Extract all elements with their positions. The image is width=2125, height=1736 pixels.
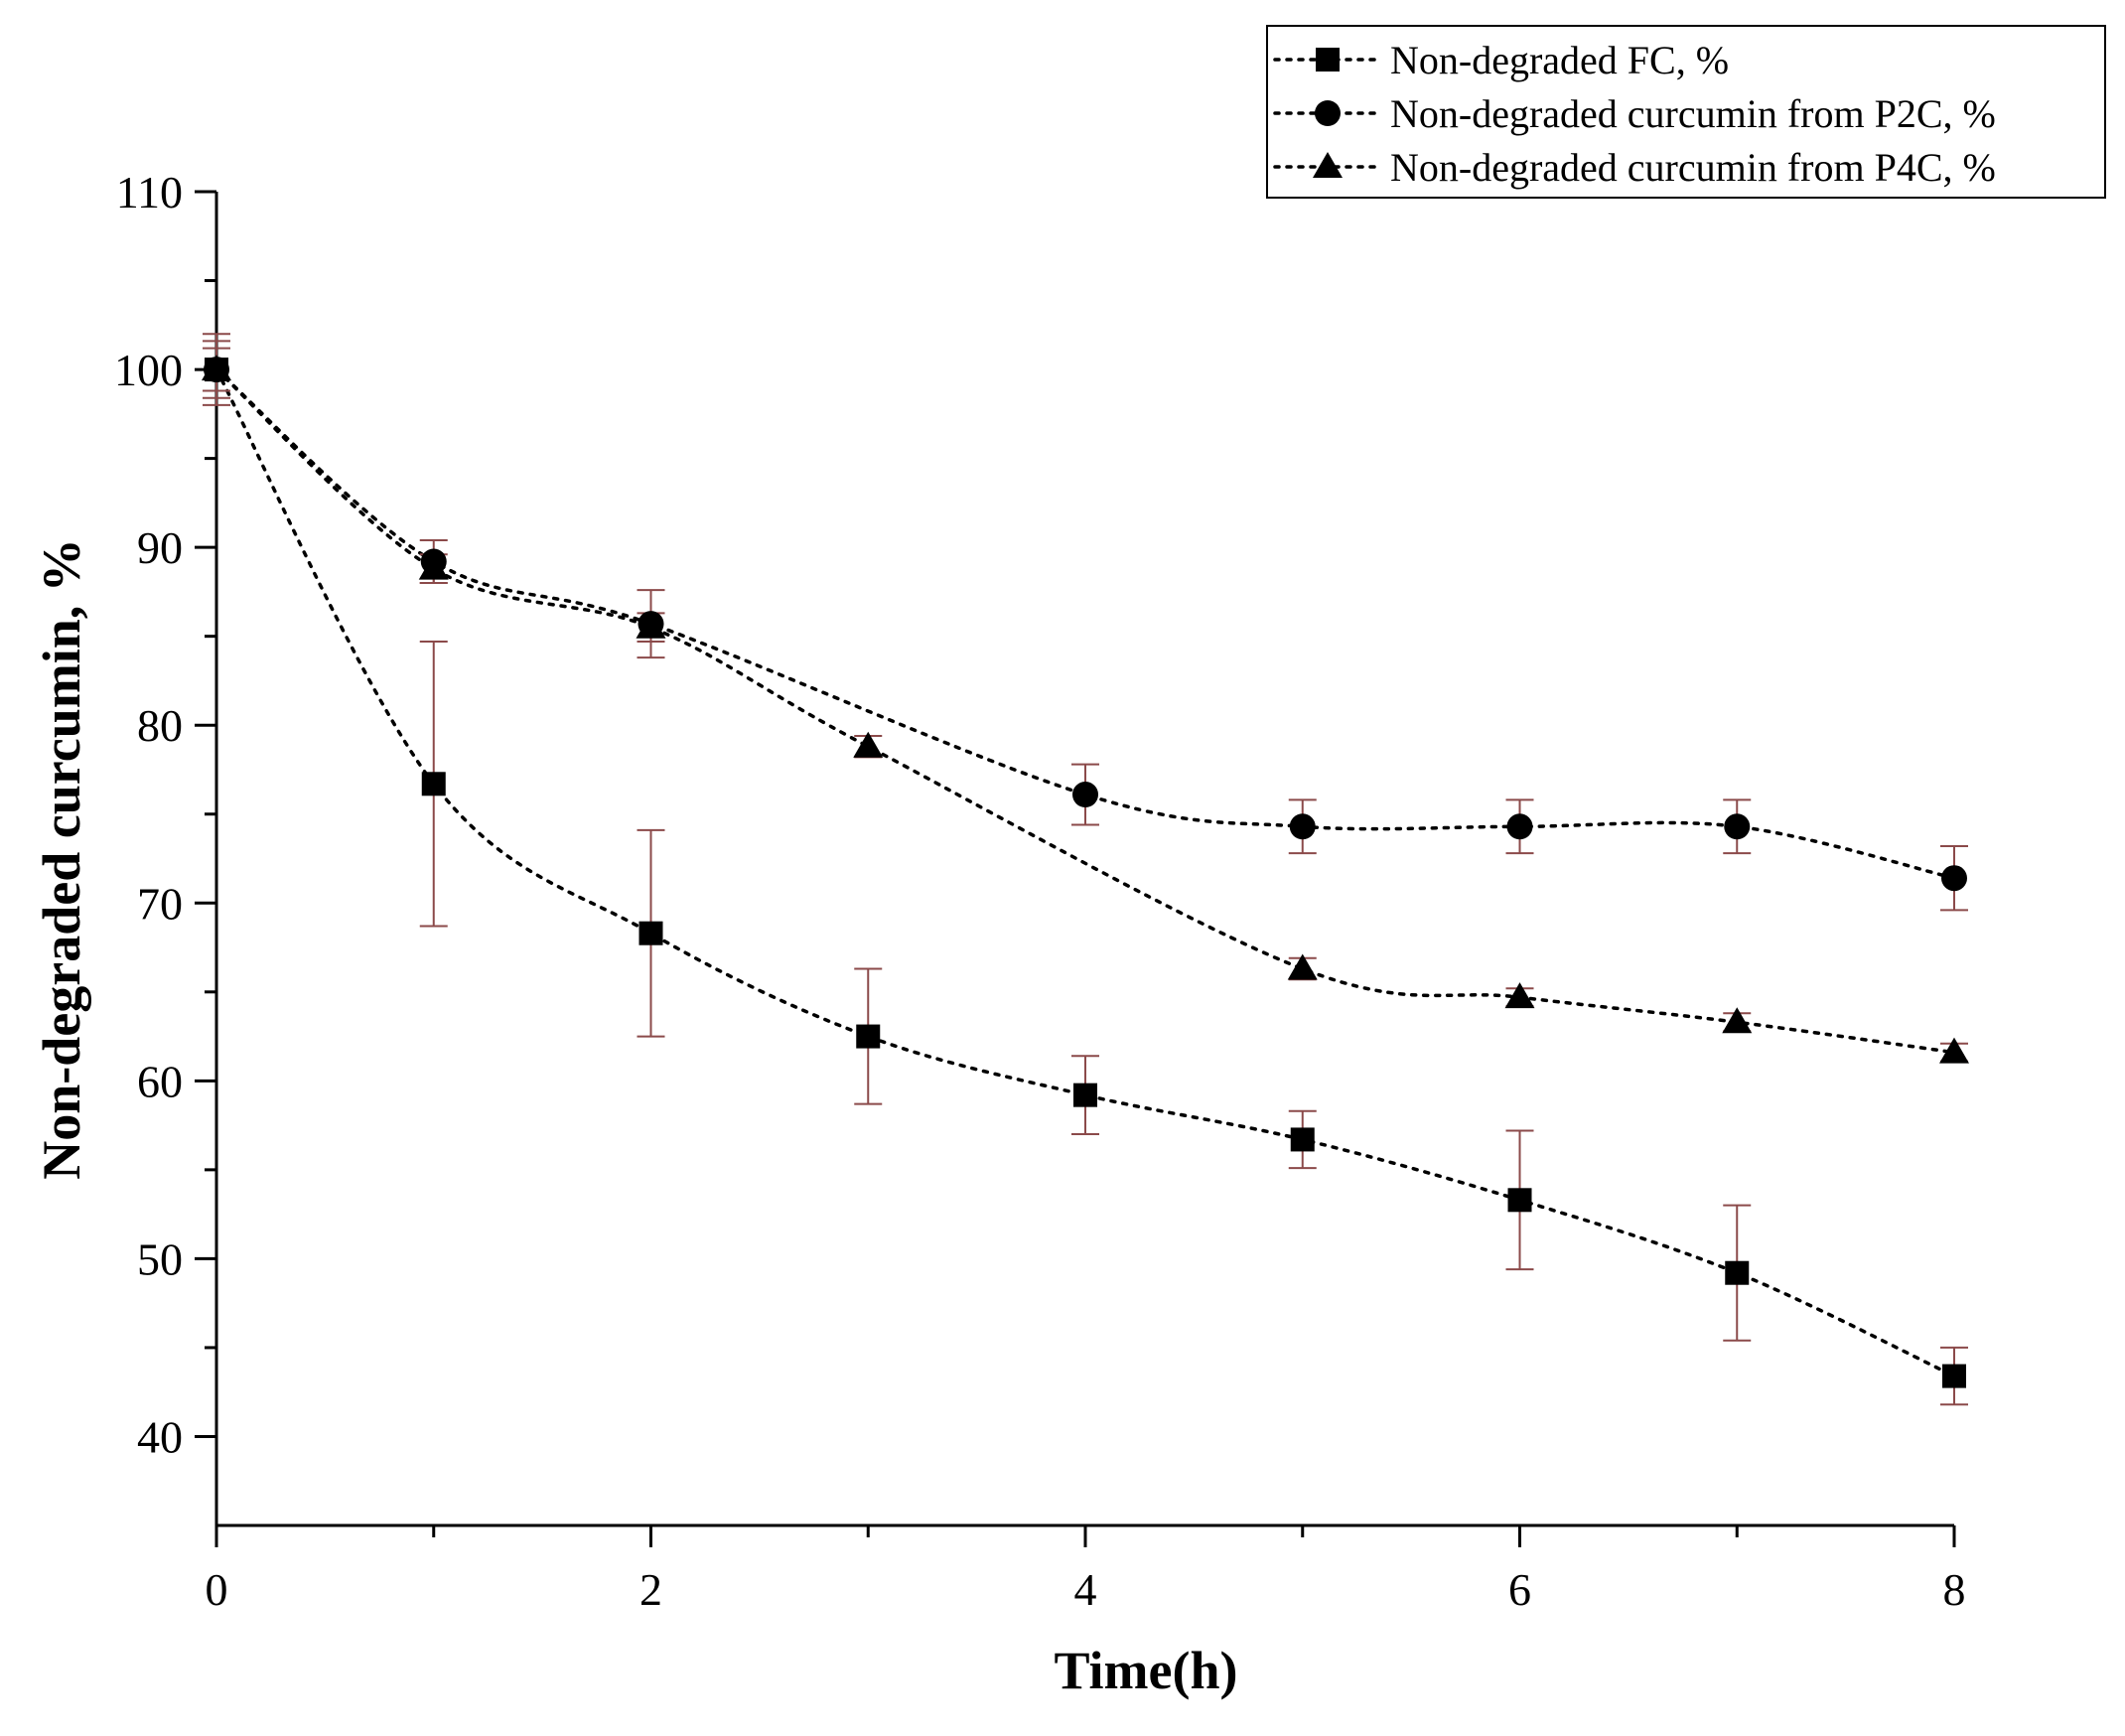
legend-marker-triangle — [1313, 152, 1343, 178]
data-point-triangle — [1722, 1007, 1753, 1034]
error-bars — [203, 333, 1968, 1406]
y-axis-title: Non-degraded curcumin, % — [32, 538, 91, 1180]
data-point-triangle — [202, 355, 231, 381]
legend-label-1: Non-degraded FC, % — [1390, 38, 1729, 82]
data-point-triangle — [1939, 1037, 1969, 1064]
data-point-square — [1290, 1127, 1315, 1152]
y-tick-label: 90 — [137, 522, 183, 573]
data-point-square — [421, 772, 446, 796]
series-lines — [214, 367, 1956, 1378]
data-point-square — [1942, 1364, 1966, 1388]
legend-marker-square — [1316, 48, 1340, 72]
data-point-circle — [1941, 865, 1967, 892]
y-tick-label: 70 — [137, 878, 183, 929]
data-point-circle — [1072, 782, 1098, 808]
data-point-square — [638, 921, 663, 945]
data-point-triangle — [418, 553, 449, 580]
y-tick-label: 80 — [137, 700, 183, 751]
series-line-1 — [214, 367, 1956, 1378]
x-tick-label: 8 — [1943, 1564, 1966, 1615]
legend-label-3: Non-degraded curcumin from P4C, % — [1390, 145, 1996, 190]
data-point-triangle — [636, 612, 666, 639]
y-tick-label: 110 — [116, 167, 183, 217]
legend-box — [1266, 25, 2106, 199]
data-point-circle — [1506, 813, 1533, 840]
axes: 40 50 60 70 80 90 100 110 0 2 4 6 8 — [114, 167, 1966, 1615]
series-line-3 — [214, 367, 1956, 1055]
data-point-triangle — [1287, 953, 1318, 980]
legend-marker-circle — [1315, 100, 1341, 126]
y-tick-label: 50 — [137, 1233, 183, 1284]
data-point-square — [1507, 1188, 1532, 1213]
data-point-circle — [1289, 813, 1316, 840]
x-tick-label: 2 — [639, 1564, 662, 1615]
y-tick-label: 100 — [114, 345, 183, 395]
x-tick-label: 0 — [206, 1564, 228, 1615]
x-tick-label: 6 — [1508, 1564, 1531, 1615]
data-point-circle — [1724, 813, 1751, 840]
y-tick-label: 60 — [137, 1056, 183, 1106]
y-tick-label: 40 — [137, 1411, 183, 1462]
data-point-square — [856, 1024, 881, 1049]
data-point-square — [1073, 1083, 1097, 1107]
x-tick-label: 4 — [1074, 1564, 1097, 1615]
x-axis-title: Time(h) — [1055, 1641, 1238, 1700]
data-point-square — [1725, 1260, 1750, 1285]
data-point-triangle — [853, 731, 884, 758]
legend-label-2: Non-degraded curcumin from P2C, % — [1390, 91, 1996, 136]
legend: Non-degraded FC, % Non-degraded curcumin … — [1266, 25, 2106, 199]
data-markers — [202, 355, 1969, 1388]
data-point-triangle — [1504, 982, 1535, 1009]
